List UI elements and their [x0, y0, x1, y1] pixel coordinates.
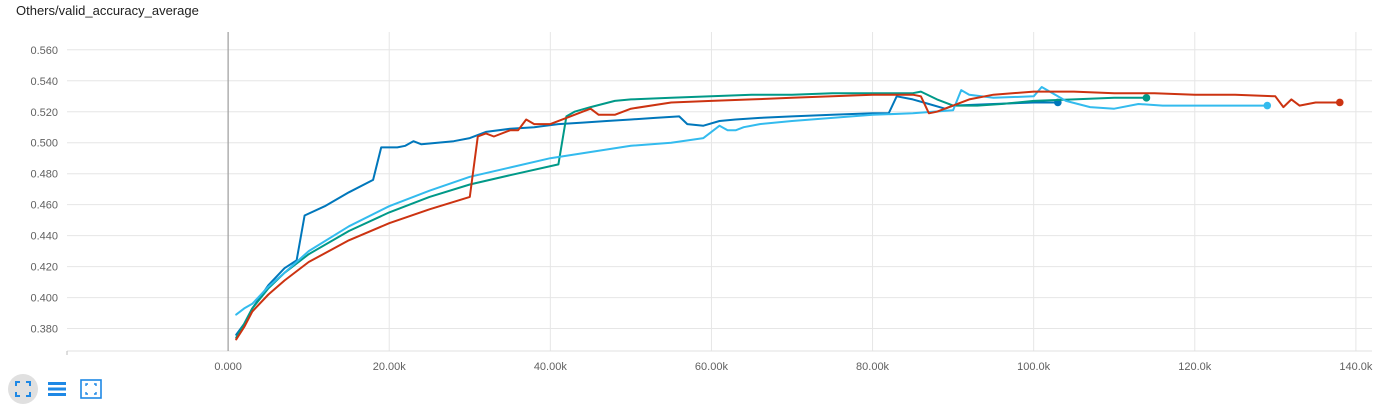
- x-tick-label: 20.00k: [373, 361, 407, 370]
- y-tick-label: 0.460: [30, 200, 58, 212]
- series-end-point-4[interactable]: [1335, 98, 1344, 107]
- toggle-log-scale-icon: [48, 382, 66, 396]
- axes: [66, 32, 1372, 355]
- line-chart[interactable]: 0.000 20.00k 40.00k 60.00k 80.00k 100.0k 120.0…: [0, 0, 1377, 370]
- y-tick-label: 0.540: [30, 76, 58, 88]
- expand-chart-icon: [80, 379, 102, 399]
- chart-title: Others/valid_accuracy_average: [16, 3, 199, 18]
- expand-chart-button[interactable]: [76, 374, 106, 404]
- toggle-log-scale-button[interactable]: [42, 374, 72, 404]
- y-tick-label: 0.560: [30, 45, 58, 57]
- x-tick-label: 0.000: [214, 361, 242, 370]
- y-tick-label: 0.380: [30, 324, 58, 336]
- y-tick-label: 0.480: [30, 169, 58, 181]
- fit-domain-icon: [15, 381, 31, 397]
- x-tick-label: 140.0k: [1339, 361, 1373, 370]
- y-tick-label: 0.400: [30, 293, 58, 305]
- y-tick-label: 0.520: [30, 107, 58, 119]
- y-tick-label: 0.420: [30, 262, 58, 274]
- series-line-2[interactable]: [235, 90, 1148, 339]
- series-line-1[interactable]: [235, 95, 1059, 336]
- series-lines: [235, 86, 1344, 341]
- series-line-3[interactable]: [235, 86, 1269, 316]
- x-tick-label: 120.0k: [1178, 361, 1212, 370]
- grid-lines: [67, 32, 1372, 351]
- x-tick-label: 60.00k: [695, 361, 729, 370]
- series-line-4[interactable]: [235, 90, 1341, 341]
- tick-labels: 0.000 20.00k 40.00k 60.00k 80.00k 100.0k 120.0…: [30, 45, 1372, 370]
- x-tick-label: 40.00k: [534, 361, 568, 370]
- x-tick-label: 100.0k: [1017, 361, 1051, 370]
- y-tick-label: 0.500: [30, 138, 58, 150]
- fit-domain-button[interactable]: [8, 374, 38, 404]
- x-tick-label: 80.00k: [856, 361, 890, 370]
- y-tick-label: 0.440: [30, 231, 58, 243]
- chart-toolbar: [8, 374, 106, 404]
- series-end-point-3[interactable]: [1263, 101, 1272, 110]
- series-end-point-2[interactable]: [1142, 94, 1151, 102]
